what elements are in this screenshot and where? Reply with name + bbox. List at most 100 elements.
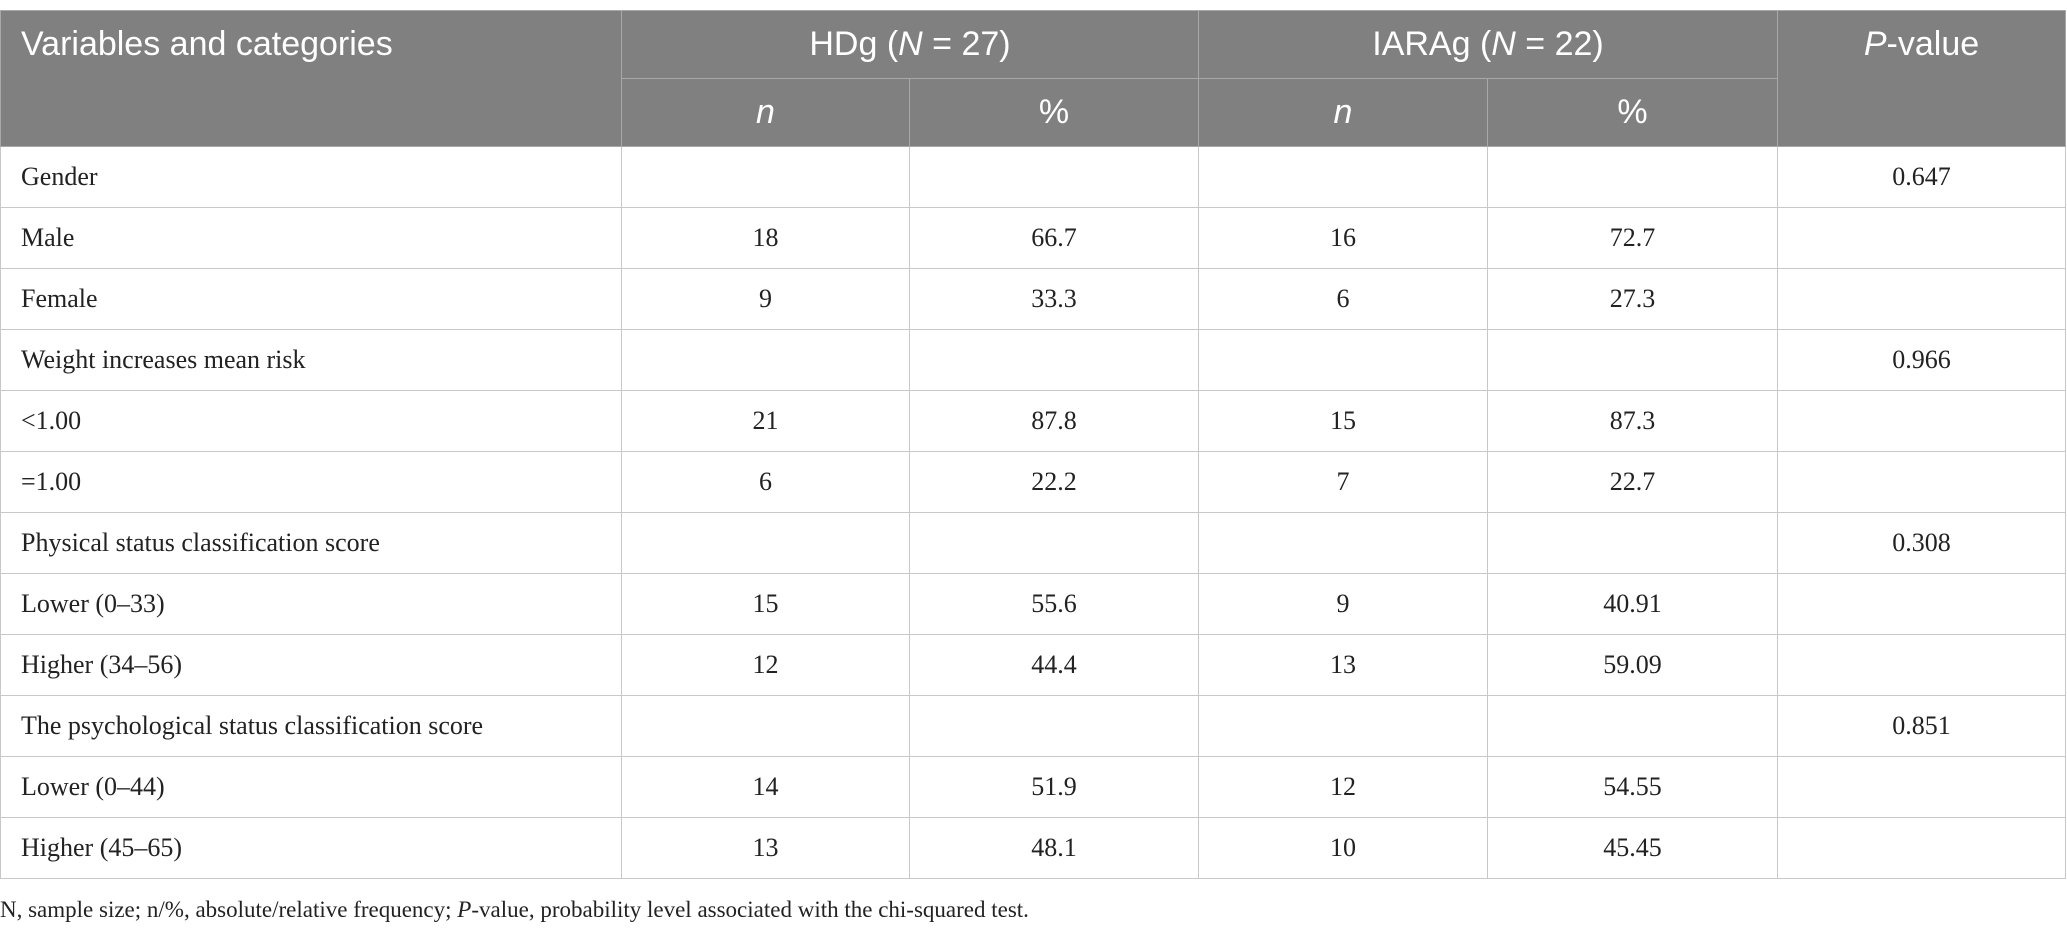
table-cell [909, 512, 1199, 574]
table-cell [621, 695, 910, 757]
row-label: The psychological status classification … [0, 695, 622, 757]
table-cell [1487, 695, 1778, 757]
table-cell [1777, 634, 2066, 696]
table-cell: 87.3 [1487, 390, 1778, 452]
footnote-text: P [457, 897, 472, 922]
table-cell [1198, 329, 1488, 391]
footnote: N, sample size; n/%, absolute/relative f… [0, 897, 1029, 923]
table-cell: 87.8 [909, 390, 1199, 452]
table-row: Higher (34–56) 12 44.4 13 59.09 [0, 634, 2066, 696]
table-body: Gender 0.647 Male 18 66.7 16 72.7 Female 9 33.3 6 2… [0, 146, 2066, 879]
header-text: IARAg ( [1372, 25, 1492, 63]
table-cell: 45.45 [1487, 817, 1778, 879]
row-label: <1.00 [0, 390, 622, 452]
header-cell: Variables and categories [0, 10, 622, 147]
header-text: = 22) [1515, 25, 1604, 63]
header-cell: HDg (N = 27) [621, 10, 1199, 79]
row-label: Higher (34–56) [0, 634, 622, 696]
subheader-text: n [1333, 93, 1353, 131]
table-cell [621, 329, 910, 391]
row-label: Weight increases mean risk [0, 329, 622, 391]
subheader-cell: n [1198, 78, 1488, 147]
table-cell [909, 329, 1199, 391]
row-label: Lower (0–44) [0, 756, 622, 818]
table-cell: 27.3 [1487, 268, 1778, 330]
table-cell: 21 [621, 390, 910, 452]
table-row: Weight increases mean risk 0.966 [0, 329, 2066, 391]
table-cell: 66.7 [909, 207, 1199, 269]
header-text: N [898, 25, 923, 63]
header-text: HDg ( [809, 25, 899, 63]
table-cell: 16 [1198, 207, 1488, 269]
header-text: P [1863, 25, 1887, 63]
table-cell: 55.6 [909, 573, 1199, 635]
table-cell [1777, 817, 2066, 879]
table-cell: 14 [621, 756, 910, 818]
header-text: = 27) [922, 25, 1011, 63]
footnote-text: N, sample size; n/%, absolute/relative f… [0, 897, 458, 922]
table-cell: 0.647 [1777, 146, 2066, 208]
subheader-text: n [756, 93, 775, 131]
table-cell [1198, 512, 1488, 574]
subheader-cell: % [909, 78, 1199, 147]
row-label: Gender [0, 146, 622, 208]
footnote-text: -value, probability level associated wit… [471, 897, 1029, 922]
table-cell: 13 [1198, 634, 1488, 696]
row-label: Higher (45–65) [0, 817, 622, 879]
table-cell [1487, 329, 1778, 391]
table-cell: 13 [621, 817, 910, 879]
table-cell [909, 695, 1199, 757]
table-cell: 22.2 [909, 451, 1199, 513]
table-cell [621, 146, 910, 208]
table-cell: 12 [621, 634, 910, 696]
row-label: Lower (0–33) [0, 573, 622, 635]
table-cell: 54.55 [1487, 756, 1778, 818]
table-cell: 18 [621, 207, 910, 269]
table-cell: 51.9 [909, 756, 1199, 818]
table-cell [1487, 512, 1778, 574]
header-cell: IARAg (N = 22) [1198, 10, 1778, 79]
table-row: Physical status classification score 0.30… [0, 512, 2066, 574]
row-label: =1.00 [0, 451, 622, 513]
table-row: <1.00 21 87.8 15 87.3 [0, 390, 2066, 452]
header-cell: P-value [1777, 10, 2066, 147]
table-cell [1777, 573, 2066, 635]
table-cell: 9 [1198, 573, 1488, 635]
table-cell: 7 [1198, 451, 1488, 513]
table-row: Lower (0–44) 14 51.9 12 54.55 [0, 756, 2066, 818]
table-cell: 15 [621, 573, 910, 635]
table-cell: 15 [1198, 390, 1488, 452]
table-cell: 72.7 [1487, 207, 1778, 269]
subheader-cell: n [621, 78, 910, 147]
table-cell: 59.09 [1487, 634, 1778, 696]
table-cell: 44.4 [909, 634, 1199, 696]
table-row: Gender 0.647 [0, 146, 2066, 208]
table-cell [909, 146, 1199, 208]
table-cell: 12 [1198, 756, 1488, 818]
table-cell: 6 [1198, 268, 1488, 330]
table-cell [1777, 756, 2066, 818]
table-cell: 48.1 [909, 817, 1199, 879]
row-label: Female [0, 268, 622, 330]
table-cell: 22.7 [1487, 451, 1778, 513]
table-row: The psychological status classification … [0, 695, 2066, 757]
table-cell [1777, 207, 2066, 269]
table-cell: 40.91 [1487, 573, 1778, 635]
table-cell: 0.308 [1777, 512, 2066, 574]
table-cell: 0.851 [1777, 695, 2066, 757]
header-text: -value [1886, 25, 1980, 63]
subheader-cell: % [1487, 78, 1778, 147]
data-table: Variables and categories HDg (N = 27) IA… [0, 10, 2066, 879]
table-cell [621, 512, 910, 574]
table-cell [1777, 390, 2066, 452]
table-cell: 6 [621, 451, 910, 513]
table-cell [1777, 268, 2066, 330]
table-cell [1198, 146, 1488, 208]
header-text: N [1491, 25, 1516, 63]
table-row: Female 9 33.3 6 27.3 [0, 268, 2066, 330]
row-label: Physical status classification score [0, 512, 622, 574]
row-label: Male [0, 207, 622, 269]
table-cell: 9 [621, 268, 910, 330]
table-row: =1.00 6 22.2 7 22.7 [0, 451, 2066, 513]
